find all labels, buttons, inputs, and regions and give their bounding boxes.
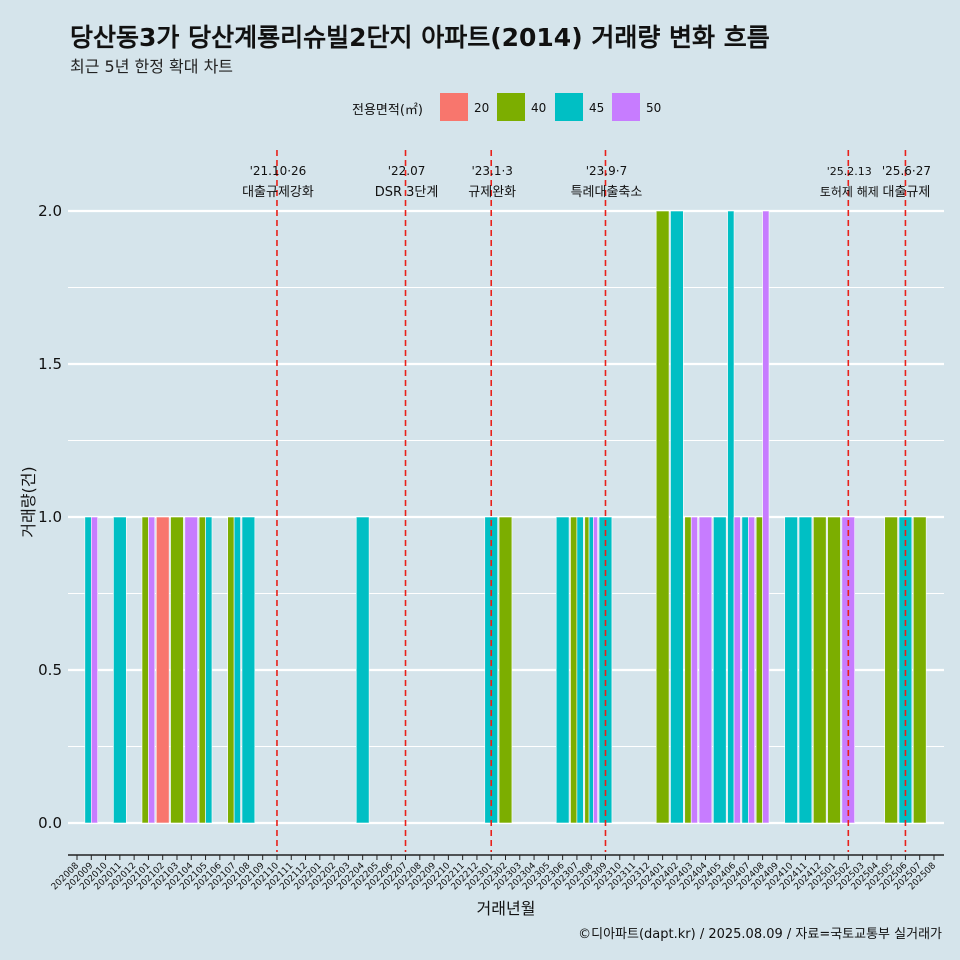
bar-202406-50 [733, 516, 741, 824]
legend-title: 전용면적(㎡) [352, 103, 423, 118]
bar-202011-45 [113, 516, 127, 824]
y-axis-title: 거래량(건) [19, 466, 38, 537]
bar-202401-40 [655, 210, 670, 824]
legend-label-50: 50 [646, 101, 662, 115]
bar-202101-40 [141, 516, 149, 824]
legend-key-20 [440, 93, 468, 121]
bar-202406-45 [727, 210, 735, 824]
event-date-label: '25.6·27 [882, 164, 931, 178]
event-date-label: '22.07 [388, 164, 426, 178]
bar-202308-45 [588, 516, 594, 824]
bar-202412-40 [813, 516, 827, 824]
event-name-label: 특례대출축소 [571, 185, 643, 200]
event-name-label: 대출규제 [883, 185, 931, 200]
legend-key-50 [612, 93, 640, 121]
bar-202307-45 [576, 516, 584, 824]
y-tick-label: 0.5 [38, 661, 62, 679]
y-tick-label: 1.0 [38, 508, 62, 526]
chart-title: 당산동3가 당산계룡리슈빌2단지 아파트(2014) 거래량 변화 흐름 [70, 23, 770, 52]
bar-202404-50 [698, 516, 713, 824]
bar-202505-40 [884, 516, 898, 824]
bar-202108-45 [241, 516, 256, 824]
y-tick-labels: 0.0 0.5 1.0 1.5 2.0 [38, 202, 62, 832]
event-date-label: '21.10·26 [250, 164, 307, 178]
event-date-label: '25.2.13 [827, 165, 872, 178]
bar-202411-45 [798, 516, 813, 824]
bar-202507-40 [912, 516, 927, 824]
bar-202308-50 [593, 516, 598, 824]
event-name-label: 토허제 해제 [820, 185, 879, 199]
legend: 전용면적(㎡) 20 40 45 50 [0, 92, 960, 122]
bar-202204-45 [355, 516, 370, 824]
bar-202405-45 [713, 516, 727, 824]
bar-202407-45 [741, 516, 749, 824]
legend-label-45: 45 [589, 101, 605, 115]
x-axis: 2020082020092020102020112020122021012021… [50, 854, 944, 892]
event-date-label: '23.9·7 [586, 164, 627, 178]
bar-202105-40 [198, 516, 206, 824]
event-name-label: DSR 3단계 [375, 185, 439, 200]
bars [84, 210, 927, 824]
bar-202403-40 [684, 516, 692, 824]
bar-202501-40 [827, 516, 841, 824]
event-markers: '21.10·26 대출규제강화 '22.07 DSR 3단계 '23.1·3 규제완화 '… [242, 150, 931, 852]
event-name-label: 대출규제강화 [242, 185, 314, 200]
bar-202403-50 [690, 516, 698, 824]
bar-202009-50 [90, 516, 99, 824]
bar-202009-45 [84, 516, 92, 824]
bar-202105-45 [205, 516, 213, 824]
chart-caption: ©디아파트(dapt.kr) / 2025.08.09 / 자료=국토교통부 실… [578, 927, 942, 942]
event-date-label: '23.1·3 [471, 164, 512, 178]
bar-202408-50 [762, 210, 770, 824]
legend-key-40 [497, 93, 525, 121]
bar-202307-40 [570, 516, 578, 824]
chart-subtitle: 최근 5년 한정 확대 차트 [70, 57, 234, 76]
bar-202107-40 [227, 516, 235, 824]
bar-202408-40 [755, 516, 763, 824]
bar-202102-20 [155, 516, 170, 824]
y-tick-label: 2.0 [38, 202, 62, 220]
bar-202101-50 [148, 516, 156, 824]
event-name-label: 규제완화 [468, 185, 516, 200]
y-tick-label: 0.0 [38, 814, 62, 832]
bar-202107-45 [233, 516, 241, 824]
legend-label-40: 40 [531, 101, 547, 115]
legend-key-45 [555, 93, 583, 121]
bar-202402-45 [670, 210, 684, 824]
y-tick-label: 1.5 [38, 355, 62, 373]
bar-202103-40 [170, 516, 184, 824]
x-axis-title: 거래년월 [477, 899, 536, 918]
bar-202308-40 [584, 516, 590, 824]
legend-label-20: 20 [474, 101, 490, 115]
bar-202302-40 [498, 516, 513, 824]
bar-202104-50 [184, 516, 198, 824]
bar-202410-45 [784, 516, 798, 824]
bar-202306-45 [555, 516, 570, 824]
bar-202407-50 [748, 516, 756, 824]
